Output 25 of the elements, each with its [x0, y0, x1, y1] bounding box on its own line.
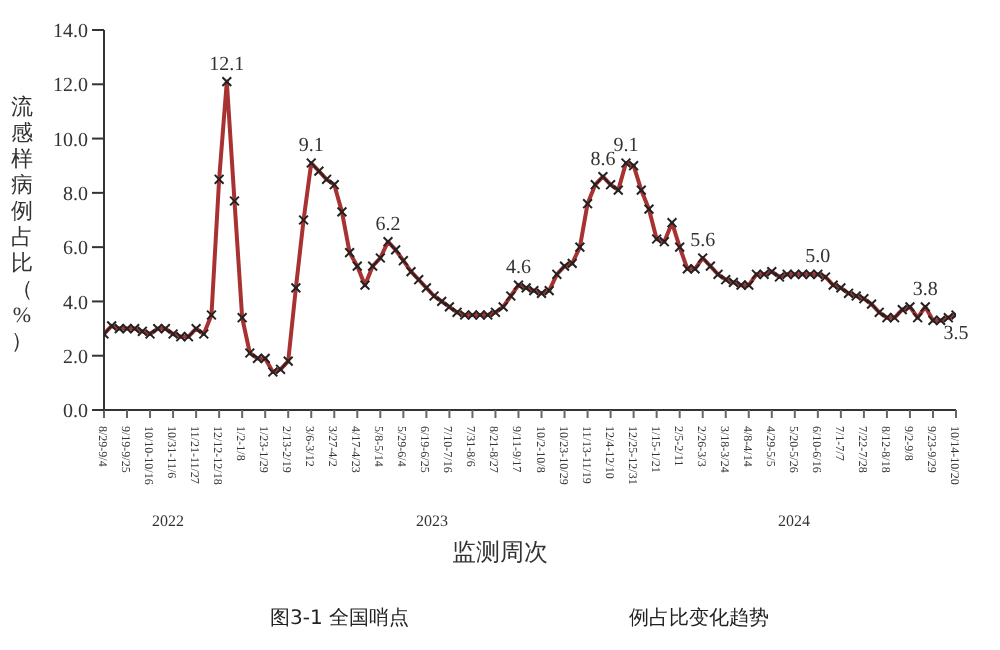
data-label: 9.1: [298, 135, 324, 157]
text: 2022: [149, 512, 186, 530]
data-label: 3.5: [943, 323, 969, 345]
text: 例占比变化趋势: [629, 605, 770, 632]
data-label: 12.1: [209, 53, 245, 76]
caption: 图3-1 全国哨点: [270, 605, 410, 632]
data-label: 5.0: [805, 246, 831, 269]
data-label: 9.1: [613, 135, 639, 157]
text: 2024: [776, 512, 813, 530]
y-tick-label: 12.0: [53, 75, 88, 98]
y-tick-label: 4.0: [63, 292, 88, 315]
x-axis-title: 监测周次: [450, 536, 550, 570]
text: 2023: [414, 512, 450, 530]
y-tick-label: 2.0: [63, 346, 88, 369]
y-tick-label: 0.0: [63, 401, 88, 424]
y-tick-label: 6.0: [63, 238, 88, 261]
data-label: 6.2: [375, 213, 401, 236]
data-label: 3.8: [912, 278, 938, 301]
data-label: 5.6: [690, 230, 716, 252]
data-label: 4.6: [505, 257, 531, 280]
y-tick-label: 8.0: [63, 183, 88, 206]
y-tick-label: 10.0: [53, 129, 88, 152]
y-tick-label: 14.0: [53, 21, 88, 44]
text: 流感样病例占比（%）: [11, 96, 33, 354]
data-label: 8.6: [590, 148, 616, 171]
